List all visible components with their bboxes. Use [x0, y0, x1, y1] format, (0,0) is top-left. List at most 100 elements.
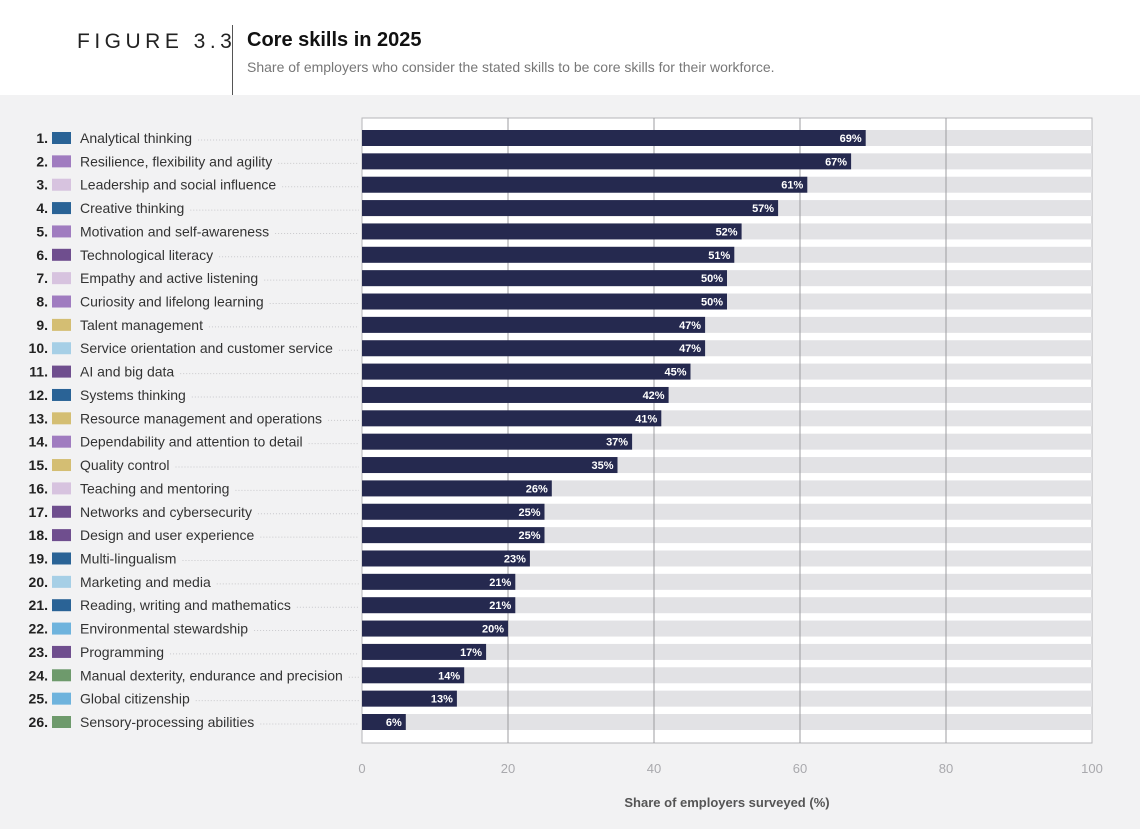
- category-swatch: [52, 575, 71, 588]
- category-swatch: [52, 342, 71, 355]
- category-label: Manual dexterity, endurance and precisio…: [80, 667, 343, 683]
- x-tick-label: 0: [358, 761, 365, 776]
- category-swatch: [52, 365, 71, 378]
- category-label: Systems thinking: [80, 387, 186, 403]
- rank-label: 21.: [29, 597, 48, 613]
- x-tick-label: 40: [647, 761, 661, 776]
- bar: [362, 597, 516, 614]
- category-label: Curiosity and lifelong learning: [80, 294, 264, 310]
- data-label: 67%: [825, 156, 847, 168]
- x-tick-label: 100: [1081, 761, 1103, 776]
- category-label: Leadership and social influence: [80, 177, 276, 193]
- data-label: 21%: [489, 577, 511, 589]
- chart-subtitle: Share of employers who consider the stat…: [247, 59, 775, 75]
- data-label: 69%: [840, 133, 862, 145]
- category-label: AI and big data: [80, 364, 174, 380]
- data-label: 14%: [438, 670, 460, 682]
- bar: [362, 200, 779, 217]
- bar-track: [362, 597, 1092, 614]
- bar: [362, 153, 852, 170]
- rank-label: 7.: [36, 270, 48, 286]
- header-divider: [232, 25, 233, 95]
- data-label: 57%: [752, 203, 774, 215]
- data-label: 47%: [679, 320, 701, 332]
- bar: [362, 690, 457, 707]
- category-swatch: [52, 622, 71, 635]
- category-label: Resource management and operations: [80, 410, 322, 426]
- figure-label: FIGURE 3.3: [77, 30, 237, 53]
- category-label: Marketing and media: [80, 574, 211, 590]
- bar: [362, 433, 633, 450]
- category-label: Resilience, flexibility and agility: [80, 153, 272, 169]
- category-swatch: [52, 505, 71, 518]
- category-swatch: [52, 459, 71, 472]
- bar: [362, 527, 545, 544]
- rank-label: 23.: [29, 644, 48, 660]
- data-label: 17%: [460, 647, 482, 659]
- category-swatch: [52, 318, 71, 331]
- bar: [362, 480, 552, 497]
- category-label: Networks and cybersecurity: [80, 504, 252, 520]
- rank-label: 24.: [29, 667, 48, 683]
- category-label: Environmental stewardship: [80, 621, 248, 637]
- data-label: 20%: [482, 624, 504, 636]
- rank-label: 19.: [29, 550, 48, 566]
- bar-track: [362, 550, 1092, 567]
- bar: [362, 573, 516, 590]
- bar: [362, 503, 545, 520]
- rank-label: 2.: [36, 153, 48, 169]
- bar: [362, 386, 669, 403]
- figure-header: FIGURE 3.3 Core skills in 2025 Share of …: [0, 0, 1140, 95]
- bar: [362, 293, 727, 310]
- rank-label: 11.: [29, 364, 48, 380]
- bar-track: [362, 620, 1092, 637]
- bar: [362, 340, 706, 357]
- category-label: Teaching and mentoring: [80, 480, 229, 496]
- bar: [362, 363, 691, 380]
- data-label: 23%: [504, 553, 526, 565]
- category-swatch: [52, 155, 71, 168]
- bar: [362, 457, 618, 474]
- data-label: 26%: [526, 483, 548, 495]
- data-label: 45%: [664, 367, 686, 379]
- bar-track: [362, 643, 1092, 660]
- category-swatch: [52, 716, 71, 728]
- bar-track: [362, 714, 1092, 730]
- rank-label: 10.: [29, 340, 48, 356]
- bar: [362, 246, 735, 263]
- rank-label: 1.: [36, 130, 48, 146]
- bar: [362, 176, 808, 193]
- bar: [362, 667, 465, 684]
- plot-area: [361, 117, 1093, 744]
- category-swatch: [52, 552, 71, 565]
- bar: [362, 316, 706, 333]
- rank-label: 4.: [36, 200, 48, 216]
- category-swatch: [52, 669, 71, 682]
- rank-label: 22.: [29, 621, 48, 637]
- category-swatch: [52, 412, 71, 425]
- rank-label: 17.: [29, 504, 48, 520]
- data-label: 35%: [591, 460, 613, 472]
- category-label: Service orientation and customer service: [80, 340, 333, 356]
- rank-label: 13.: [29, 410, 48, 426]
- bar: [362, 410, 662, 427]
- bar-track: [362, 667, 1092, 684]
- category-label: Motivation and self-awareness: [80, 223, 269, 239]
- category-label: Reading, writing and mathematics: [80, 597, 291, 613]
- category-label: Design and user experience: [80, 527, 255, 543]
- x-tick-label: 60: [793, 761, 807, 776]
- category-swatch: [52, 248, 71, 261]
- rank-label: 12.: [29, 387, 48, 403]
- category-label: Sensory-processing abilities: [80, 714, 254, 730]
- category-label: Quality control: [80, 457, 169, 473]
- category-label: Dependability and attention to detail: [80, 434, 303, 450]
- data-label: 25%: [518, 530, 540, 542]
- data-label: 61%: [781, 180, 803, 192]
- category-swatch: [52, 225, 71, 238]
- rank-label: 9.: [36, 317, 48, 333]
- data-label: 50%: [701, 273, 723, 285]
- category-label: Analytical thinking: [80, 130, 192, 146]
- data-label: 13%: [431, 694, 453, 706]
- bar: [362, 270, 727, 287]
